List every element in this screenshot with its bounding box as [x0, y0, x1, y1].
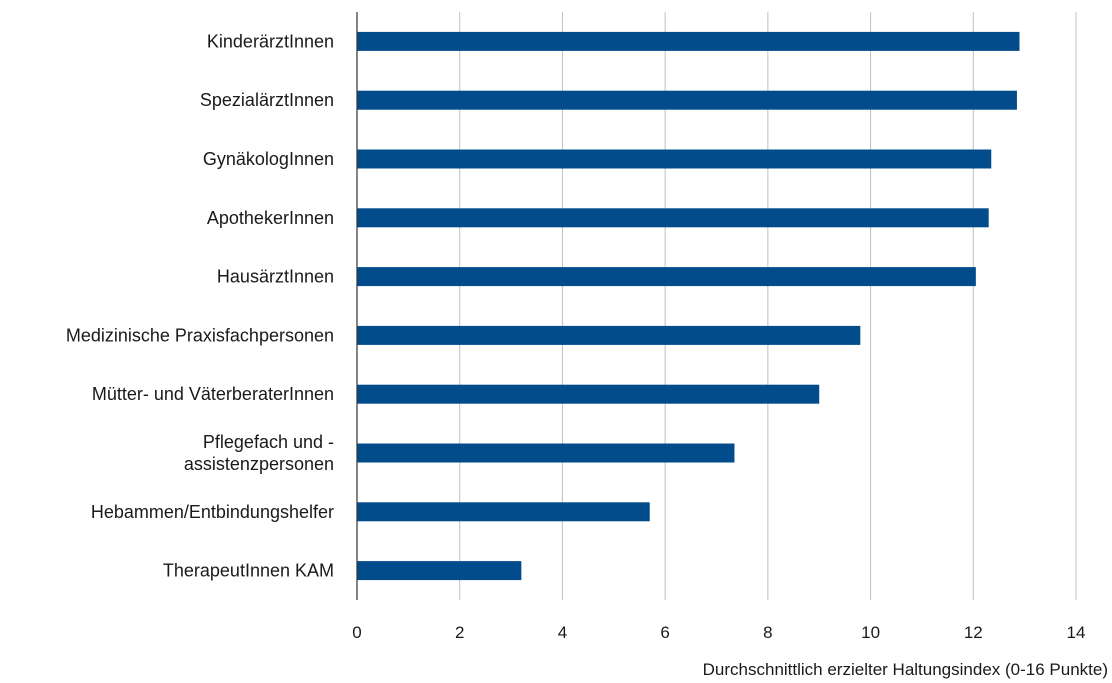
- x-tick-label: 8: [763, 623, 772, 642]
- bar-6: [357, 384, 820, 404]
- bar-8: [357, 502, 650, 522]
- category-label: Pflegefach und -assistenzpersonen: [184, 432, 334, 474]
- category-label: Hebammen/Entbindungshelfer: [91, 502, 334, 522]
- category-label: HausärztInnen: [217, 267, 334, 287]
- category-label: ApothekerInnen: [207, 208, 334, 228]
- bars: [357, 31, 1020, 581]
- category-label: GynäkologInnen: [203, 149, 334, 169]
- grid-lines: [459, 12, 1077, 600]
- x-tick-label: 6: [660, 623, 669, 642]
- x-tick-label: 0: [352, 623, 361, 642]
- bar-2: [357, 149, 992, 169]
- category-label: SpezialärztInnen: [200, 90, 334, 110]
- x-tick-label: 2: [455, 623, 464, 642]
- bar-9: [357, 561, 522, 581]
- x-tick-label: 4: [558, 623, 567, 642]
- x-tick-label: 12: [964, 623, 983, 642]
- category-label: KinderärztInnen: [207, 31, 334, 51]
- category-label: Medizinische Praxisfachpersonen: [66, 325, 334, 345]
- category-label: TherapeutInnen KAM: [163, 561, 334, 581]
- x-axis-title: Durchschnittlich erzielter Haltungsindex…: [703, 660, 1108, 679]
- bar-5: [357, 325, 861, 345]
- bar-7: [357, 443, 735, 463]
- bar-4: [357, 267, 976, 287]
- x-tick-labels: 0 2 4 6 8 10 12 14: [352, 623, 1085, 642]
- category-label: Mütter- und VäterberaterInnen: [92, 384, 334, 404]
- bar-3: [357, 208, 989, 228]
- x-tick-label: 14: [1067, 623, 1086, 642]
- bar-1: [357, 90, 1017, 110]
- bar-0: [357, 31, 1020, 51]
- category-labels: KinderärztInnen SpezialärztInnen Gynäkolog…: [66, 31, 334, 580]
- x-tick-label: 10: [861, 623, 880, 642]
